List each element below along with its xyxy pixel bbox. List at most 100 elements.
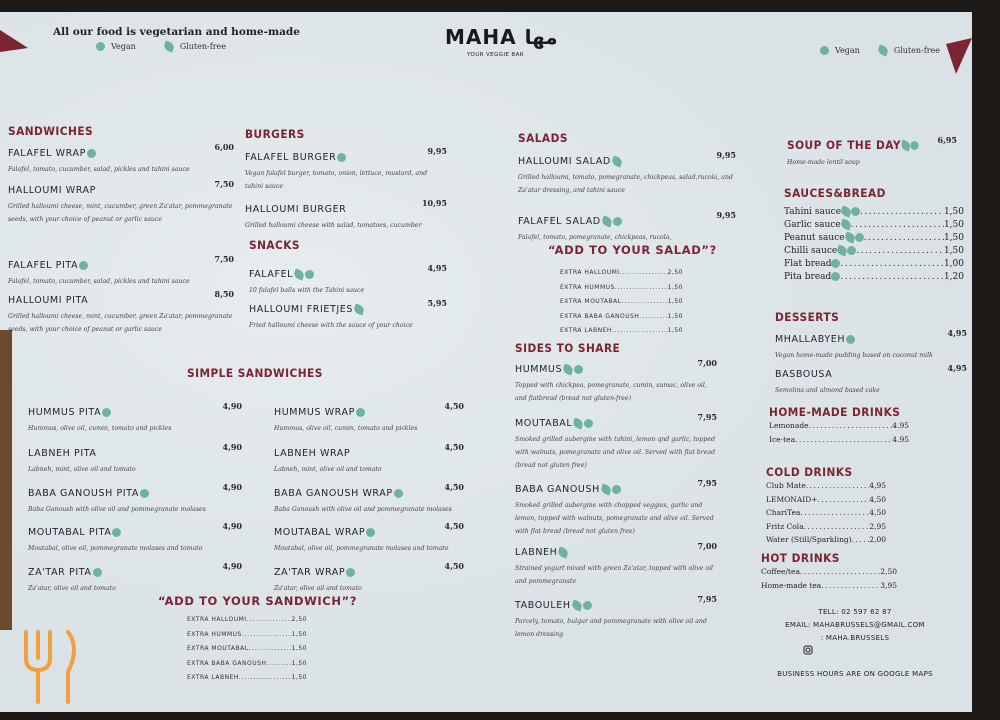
vegan-icon — [355, 408, 365, 417]
item-name: FALAFEL PITA — [8, 259, 89, 272]
item-price: 5,95 — [427, 298, 447, 308]
vegan-icon — [611, 485, 621, 494]
menu-sheet — [0, 12, 972, 712]
line-name: Fritz Cola — [766, 521, 804, 531]
item-price: 4,90 — [222, 521, 242, 531]
menu-item: LABNEH WRAP 4,50 Labneh, mint, olive oil a… — [274, 441, 464, 476]
section-add-sandwich: “ADD TO YOUR SANDWICH”? — [158, 594, 357, 608]
leader-dots — [247, 613, 292, 628]
legend-gluten-free: Gluten-free — [893, 46, 940, 55]
line-price: 1,20 — [943, 272, 964, 282]
item-price: 7,00 — [697, 541, 717, 551]
leader-dots — [249, 642, 292, 657]
menu-item: MOUTABAL WRAP 4,50 Moutabal, olive oil, po… — [274, 520, 464, 555]
line-name: LEMONAID+ — [766, 494, 818, 504]
leader-dots — [615, 281, 668, 296]
phone: TELL: 02 597 62 87 — [818, 608, 892, 616]
leader-dots — [818, 493, 870, 507]
line-price: 1,50 — [943, 207, 964, 217]
section-title: COLD DRINKS — [766, 465, 853, 479]
gluten-free-icon — [839, 205, 853, 218]
item-name-text: HALLOUMI FRIETJES — [249, 304, 354, 315]
menu-item: BABA GANOUSH PITA 4,90 Baba Ganoush with o… — [28, 481, 242, 516]
vegan-icon — [86, 149, 96, 158]
item-price: 7,95 — [697, 594, 717, 604]
menu-item: BABA GANOUSH 7,95 Smoked grilled aubergine… — [515, 477, 717, 538]
item-name: FALAFEL WRAP — [8, 147, 96, 160]
price-line: Club Mate 4,95 — [766, 479, 886, 493]
legend-gluten-free: Gluten-free — [179, 42, 226, 51]
menu-item: FALAFEL SALAD 9,95 Falafel, tomato, pomegr… — [518, 209, 736, 244]
line-price: 2,50 — [667, 269, 683, 276]
item-name-text: LABNEH PITA — [28, 448, 97, 459]
line-name: EXTRA MOUTABAL — [187, 645, 249, 652]
item-price: 4,90 — [222, 482, 242, 492]
vegan-icon — [79, 261, 89, 270]
item-description: Falafel, tomato, pomegranate, chickpeas,… — [518, 234, 672, 241]
item-name: FALAFEL BURGER — [245, 151, 347, 164]
gluten-free-icon — [599, 483, 613, 496]
item-name: MOUTABAL — [515, 417, 594, 430]
vegan-icon — [346, 568, 356, 577]
item-name: MOUTABAL PITA — [28, 526, 122, 539]
gluten-free-icon — [557, 546, 570, 559]
vegan-icon — [851, 207, 861, 216]
item-price: 4,95 — [947, 328, 967, 338]
line-name: Garlic sauce — [784, 220, 841, 230]
line-price: 3,95 — [880, 580, 897, 590]
vegan-icon — [393, 489, 403, 498]
item-price: 4,95 — [947, 363, 967, 373]
vegan-icon — [820, 46, 829, 55]
legend: Vegan Gluten-free — [96, 40, 226, 53]
section-title: “ADD TO YOUR SALAD”? — [548, 243, 717, 257]
line-name: Peanut sauce — [784, 233, 845, 243]
line-price: 1,50 — [291, 630, 307, 638]
section-add-salad: “ADD TO YOUR SALAD”? — [548, 243, 717, 257]
item-name: LABNEH — [515, 546, 570, 559]
gluten-free-icon — [899, 139, 912, 151]
gluten-free-icon — [876, 44, 890, 57]
line-name: Pita bread — [784, 272, 832, 282]
line-price: 4,95 — [869, 481, 886, 490]
section-title: HOT DRINKS — [761, 551, 840, 565]
item-name: BABA GANOUSH — [515, 483, 621, 496]
item-price: 4,50 — [444, 482, 464, 492]
menu-item: FALAFEL 4,95 10 falafel balls with the Tah… — [249, 262, 447, 297]
leader-dots — [821, 579, 880, 593]
item-description: Parcely, tomato, bulgur and pommegranate… — [515, 618, 707, 638]
vegan-icon — [612, 217, 622, 226]
menu-item: LABNEH PITA 4,90 Labneh, mint, olive oil a… — [28, 441, 242, 476]
line-price: 1,50 — [291, 659, 307, 667]
menu-item: BABA GANOUSH WRAP 4,50 Baba Ganoush with o… — [274, 481, 464, 516]
item-name: ZA'TAR PITA — [28, 566, 102, 579]
price-line: ChariTea 4,50 — [766, 506, 886, 520]
item-name-text: BABA GANOUSH — [515, 484, 600, 495]
section-title: SNACKS — [249, 238, 301, 252]
item-name: MHALLABYEH — [775, 333, 856, 346]
price-line: EXTRA HUMMUS 1,50 — [560, 281, 683, 296]
section-homemade-drinks: HOME-MADE DRINKS Lemonade 4.95 Ice-tea 4.95 — [769, 405, 909, 446]
section-hot-drinks: HOT DRINKS Coffee/tea 2,50 Home-made tea 3,9… — [761, 551, 897, 592]
item-description: Falafel, tomato, cucumber, salad, pickle… — [8, 166, 190, 173]
item-description: Labneh, mint, olive oil and tomato — [28, 466, 136, 473]
item-name: BASBOUSA — [775, 368, 832, 381]
gluten-free-icon — [162, 40, 176, 53]
vegan-icon — [305, 270, 315, 279]
line-price: 2,50 — [880, 567, 897, 576]
price-line: Flat bread 1,00 — [784, 258, 964, 271]
vegan-icon — [366, 528, 376, 537]
item-price: 4,95 — [427, 263, 447, 273]
item-description: Grilled halloumi cheese, mint, cucumber,… — [8, 313, 233, 333]
item-name: TABOULEH — [515, 599, 592, 612]
vegan-icon — [910, 140, 919, 150]
item-price: 9,95 — [716, 150, 736, 160]
item-name: HALLOUMI WRAP — [8, 184, 96, 197]
item-price: 8,50 — [214, 289, 234, 299]
price-line: LEMONAID+ 4,50 — [766, 493, 886, 507]
item-name: ZA'TAR WRAP — [274, 566, 356, 579]
item-name-text: MOUTABAL PITA — [28, 527, 112, 538]
item-name-text: HALLOUMI BURGER — [245, 204, 347, 215]
item-description: Topped with chickpea, pomegranate, cumin… — [515, 382, 707, 402]
